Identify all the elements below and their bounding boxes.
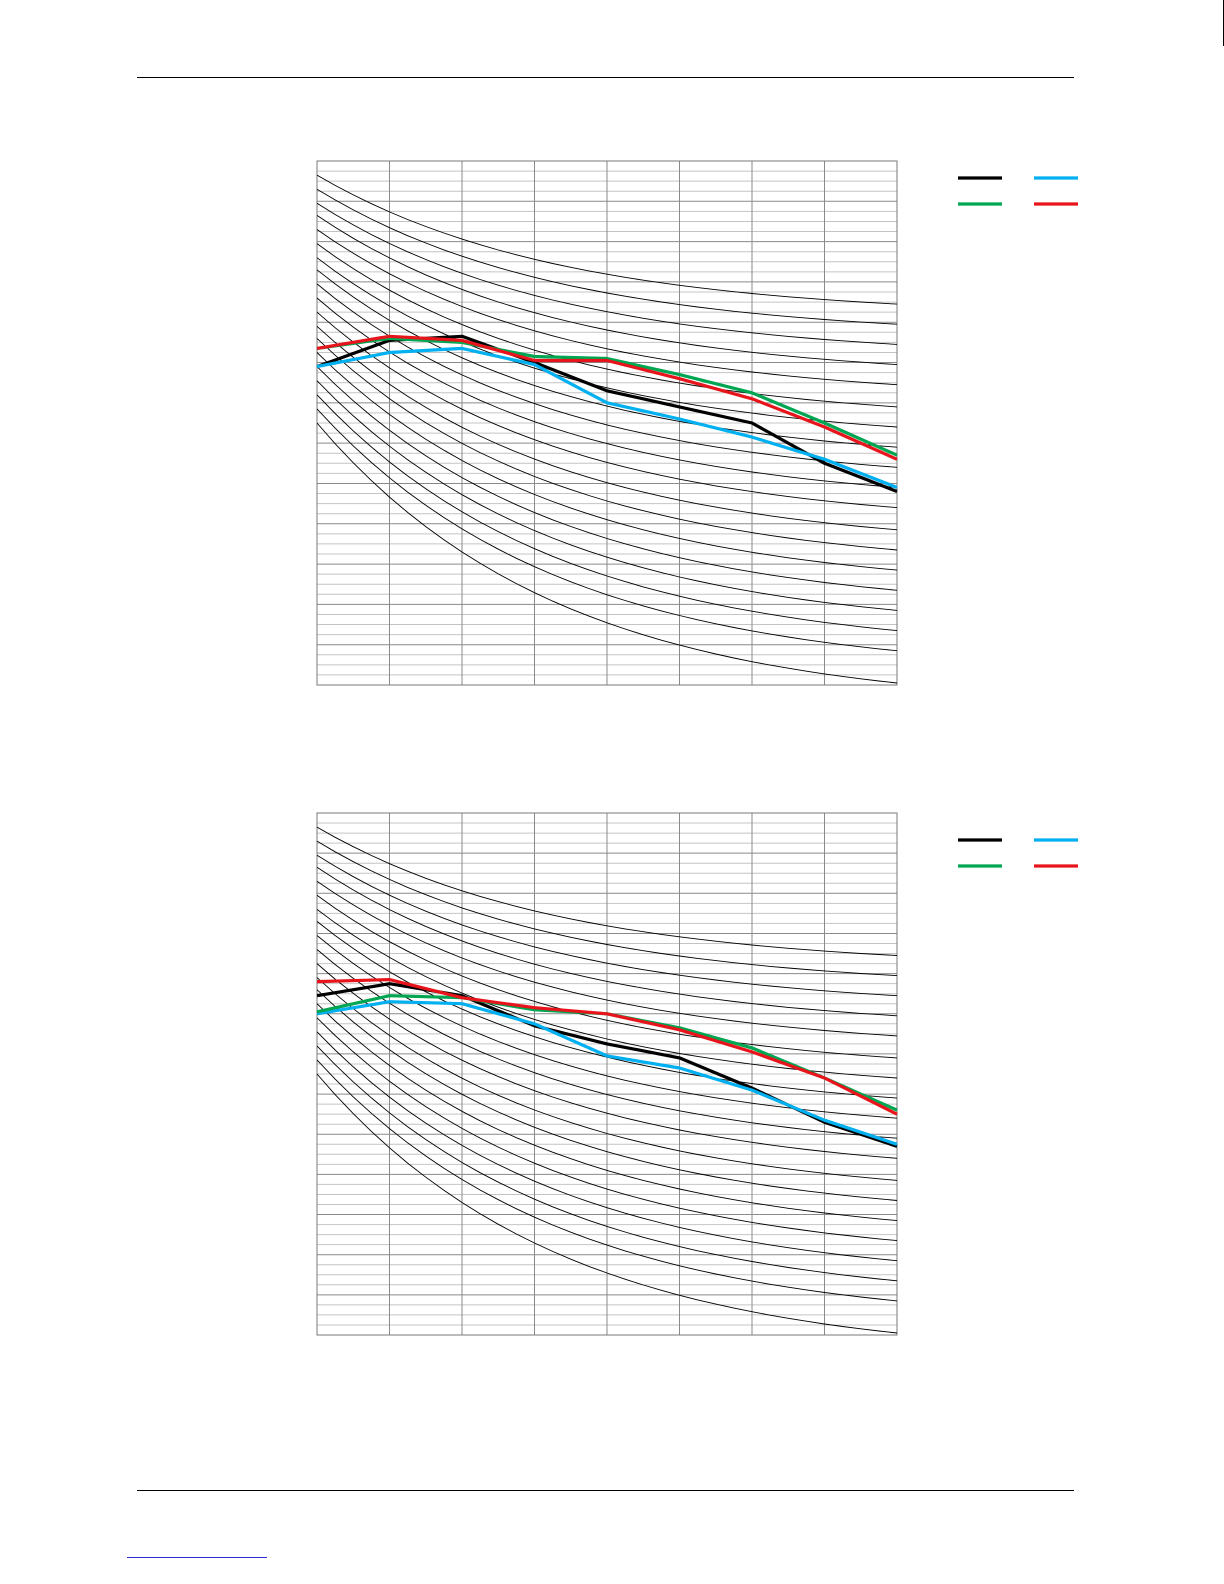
reference-curve [316, 366, 898, 591]
series-line-3 [316, 336, 898, 457]
reference-curve [316, 174, 898, 305]
reference-curve [316, 1045, 898, 1282]
chart-top [316, 160, 1078, 686]
reference-curve [316, 894, 898, 1059]
reference-curve [316, 408, 898, 652]
reference-curve [316, 229, 898, 386]
reference-curve [316, 215, 898, 366]
reference-curve [316, 1073, 898, 1334]
reference-curve [316, 949, 898, 1139]
reference-curve [316, 422, 898, 684]
reference-curve [316, 1017, 898, 1242]
reference-curve [316, 243, 898, 408]
reference-curve [316, 380, 898, 611]
reference-curve [316, 963, 898, 1159]
reference-curve [316, 880, 898, 1037]
reference-curve [316, 311, 898, 509]
reference-curve [316, 352, 898, 571]
reference-curve [316, 840, 898, 977]
footer-link-underline[interactable] [127, 1557, 267, 1558]
reference-curve [316, 1059, 898, 1302]
reference-curve [316, 338, 898, 551]
series-line-4 [316, 334, 898, 461]
reference-curve [316, 1003, 898, 1222]
reference-curve [316, 866, 898, 1017]
chart-bottom [316, 812, 1078, 1336]
reference-curve [316, 325, 898, 531]
reference-curve [316, 202, 898, 345]
series-line-4 [316, 977, 898, 1116]
series-line-2 [316, 1000, 898, 1146]
footer-rule [137, 1490, 1074, 1491]
reference-curve [316, 854, 898, 997]
reference-curve [316, 269, 898, 448]
header-rule [137, 77, 1074, 78]
reference-curve [316, 989, 898, 1201]
series-line-2 [316, 346, 898, 489]
reference-curve [316, 394, 898, 632]
reference-curve [316, 188, 898, 325]
reference-curve [316, 977, 898, 1181]
reference-curve [316, 826, 898, 956]
reference-curve [316, 297, 898, 488]
reference-curve [316, 1031, 898, 1262]
